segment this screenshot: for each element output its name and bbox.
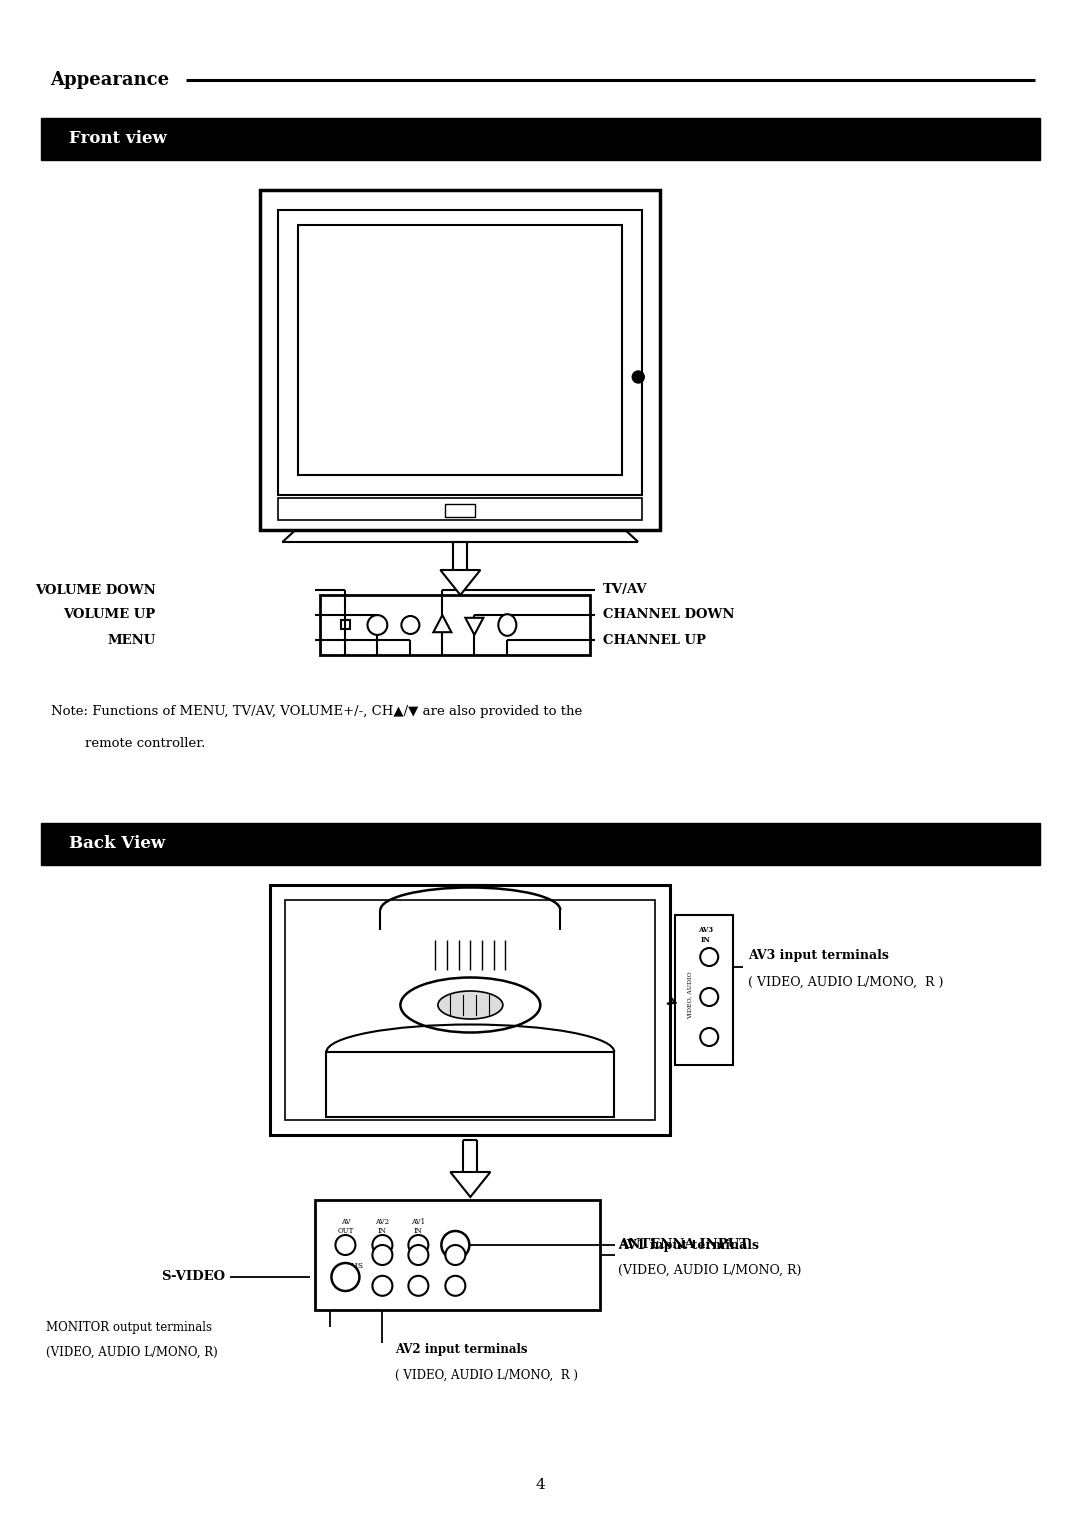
Text: VOLUME UP: VOLUME UP [64, 608, 156, 621]
Circle shape [408, 1235, 429, 1255]
Text: Appearance: Appearance [51, 70, 170, 89]
Polygon shape [433, 615, 451, 632]
Text: remote controller.: remote controller. [51, 738, 205, 750]
Text: Front view: Front view [69, 130, 166, 148]
Text: Back View: Back View [69, 835, 165, 852]
Bar [285, 899, 656, 1119]
Text: MONITOR output terminals: MONITOR output terminals [45, 1321, 212, 1333]
Text: S-VHS: S-VHS [338, 1261, 363, 1270]
Text: ( VIDEO, AUDIO L/MONO,  R ): ( VIDEO, AUDIO L/MONO, R ) [395, 1368, 579, 1382]
Text: AV
OUT: AV OUT [337, 1219, 353, 1235]
Bar [279, 211, 643, 495]
Text: AV2 input terminals: AV2 input terminals [395, 1344, 528, 1356]
Circle shape [408, 1245, 429, 1264]
Bar [326, 1052, 615, 1116]
Circle shape [632, 371, 645, 383]
Polygon shape [450, 1173, 490, 1197]
Ellipse shape [401, 977, 540, 1032]
Circle shape [336, 1235, 355, 1255]
Circle shape [445, 1245, 465, 1264]
Text: MENU: MENU [107, 634, 156, 646]
Circle shape [700, 948, 718, 967]
Text: CHANNEL DOWN: CHANNEL DOWN [604, 608, 734, 621]
Bar [315, 1200, 600, 1310]
Circle shape [445, 1275, 465, 1296]
Bar [445, 504, 475, 518]
Text: S-VIDEO: S-VIDEO [161, 1270, 226, 1284]
Bar [260, 189, 660, 530]
Circle shape [442, 1231, 470, 1258]
Text: TV/AV: TV/AV [604, 583, 648, 597]
Circle shape [402, 615, 419, 634]
Text: VIDEO, AUDIO: VIDEO, AUDIO [688, 971, 692, 1019]
Bar [41, 823, 1040, 864]
Text: ANTENNA INPUT: ANTENNA INPUT [618, 1238, 750, 1252]
Circle shape [332, 1263, 360, 1290]
Text: AV2
IN: AV2 IN [376, 1219, 390, 1235]
Bar [270, 886, 671, 1135]
Bar [41, 118, 1040, 160]
Circle shape [367, 615, 388, 635]
Text: Note: Functions of MENU, TV/AV, VOLUME+/-, CH▲/▼ are also provided to the: Note: Functions of MENU, TV/AV, VOLUME+/… [51, 705, 582, 718]
Bar [298, 224, 622, 475]
Text: VOLUME DOWN: VOLUME DOWN [35, 583, 156, 597]
Text: (VIDEO, AUDIO L/MONO, R): (VIDEO, AUDIO L/MONO, R) [45, 1345, 217, 1359]
Ellipse shape [498, 614, 516, 635]
Text: (VIDEO, AUDIO L/MONO, R): (VIDEO, AUDIO L/MONO, R) [618, 1263, 801, 1277]
Text: AV1
IN: AV1 IN [411, 1219, 426, 1235]
Text: 4: 4 [536, 1478, 545, 1492]
Bar [341, 620, 350, 629]
Bar [321, 596, 591, 655]
Polygon shape [441, 570, 481, 596]
Bar [675, 915, 733, 1064]
Text: ( VIDEO, AUDIO L/MONO,  R ): ( VIDEO, AUDIO L/MONO, R ) [748, 976, 944, 989]
Polygon shape [465, 618, 484, 635]
Text: AV3
IN: AV3 IN [698, 927, 713, 944]
Circle shape [373, 1235, 392, 1255]
Ellipse shape [437, 991, 503, 1019]
Bar [279, 498, 643, 521]
Text: CHANNEL UP: CHANNEL UP [604, 634, 706, 646]
Circle shape [408, 1275, 429, 1296]
Text: AV3 input terminals: AV3 input terminals [748, 948, 889, 962]
Circle shape [373, 1275, 392, 1296]
Circle shape [700, 1028, 718, 1046]
Circle shape [373, 1245, 392, 1264]
Circle shape [700, 988, 718, 1006]
Text: AV1 input terminals: AV1 input terminals [618, 1238, 759, 1252]
